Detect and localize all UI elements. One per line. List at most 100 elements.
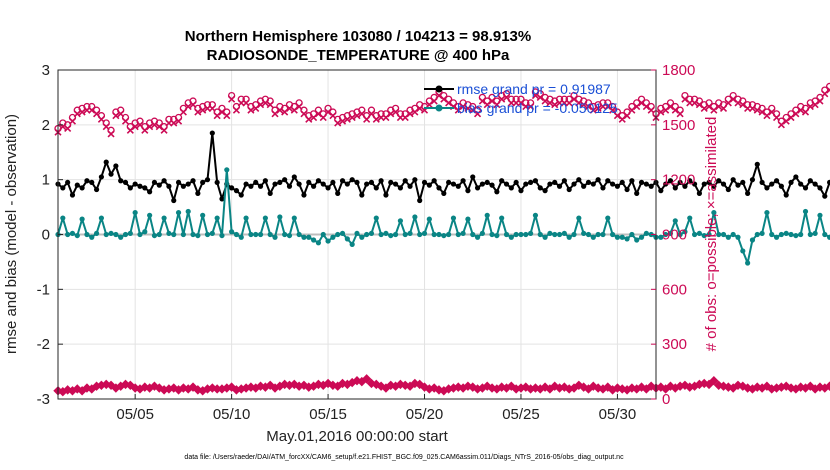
rmse-point	[65, 179, 71, 186]
assimilated-obs-marker	[247, 106, 255, 114]
assimilated-obs-marker	[782, 117, 790, 125]
assimilated-obs-marker	[657, 108, 665, 116]
bias-point	[65, 231, 71, 238]
bias-point	[643, 230, 649, 237]
rmse-point	[368, 179, 375, 186]
assimilated-obs-marker	[536, 93, 544, 101]
assimilated-obs-marker	[314, 110, 322, 118]
rmse-point	[561, 178, 567, 184]
rmse-point	[330, 179, 336, 186]
rmse-point	[89, 179, 95, 186]
bias-point	[407, 230, 413, 237]
assimilated-obs-marker	[700, 104, 708, 112]
rmse-point	[822, 193, 828, 199]
bias-point	[532, 212, 539, 218]
rmse-point	[672, 185, 678, 191]
assimilated-obs-marker	[261, 99, 269, 107]
bias-point	[60, 215, 66, 221]
bias-point	[691, 231, 698, 238]
assimilated-obs-marker	[705, 102, 713, 111]
bias-point	[778, 231, 784, 238]
obs-count-marker	[323, 378, 333, 389]
bias-point	[614, 234, 621, 240]
rmse-point	[624, 186, 630, 193]
bias-point	[180, 231, 186, 238]
y-right-tick-label: 0	[662, 391, 670, 408]
bias-point	[315, 240, 322, 246]
obs-count-markers	[53, 82, 830, 397]
assimilated-obs-marker	[271, 110, 279, 118]
bias-point	[248, 231, 254, 238]
rmse-point	[286, 183, 293, 189]
assimilated-obs-marker	[88, 106, 96, 114]
rmse-point	[595, 177, 601, 183]
assimilated-obs-marker	[801, 108, 810, 116]
y-right-tick-label: 600	[662, 281, 687, 298]
assimilated-obs-marker	[126, 126, 134, 134]
rmse-point	[634, 190, 640, 196]
bias-point	[629, 231, 635, 238]
rmse-point	[310, 183, 317, 189]
obs-count-marker	[149, 381, 160, 391]
bias-point	[571, 231, 577, 238]
bias-point	[310, 237, 317, 243]
x-tick-label: 05/30	[599, 406, 637, 423]
y-left-tick-label: -3	[37, 391, 50, 408]
bias-point	[489, 231, 495, 238]
rmse-point	[320, 181, 326, 187]
bias-point	[431, 231, 437, 238]
assimilated-obs-marker	[367, 110, 376, 118]
assimilated-obs-marker	[372, 115, 380, 123]
bias-point	[605, 215, 611, 221]
assimilated-obs-marker	[589, 106, 597, 114]
rmse-point	[195, 190, 201, 196]
bias-point	[716, 231, 722, 238]
bias-point	[171, 231, 177, 238]
bias-point	[677, 231, 683, 238]
bias-point	[503, 231, 510, 238]
bias-point	[479, 230, 485, 237]
bias-point	[528, 230, 534, 237]
rmse-point	[817, 185, 823, 191]
bias-point	[257, 231, 264, 238]
bias-point	[542, 234, 548, 240]
rmse-point	[431, 178, 437, 184]
rmse-point	[783, 192, 789, 198]
assimilated-obs-marker	[223, 112, 231, 120]
legend-rmse-marker	[435, 85, 443, 93]
bias-point	[93, 230, 100, 237]
obs-count-marker	[506, 381, 517, 391]
bias-point	[325, 238, 331, 244]
bias-point	[672, 218, 678, 224]
rmse-point	[778, 183, 784, 189]
rmse-point	[339, 178, 346, 184]
assimilated-obs-marker	[430, 97, 438, 105]
assimilated-obs-marker	[469, 106, 477, 114]
assimilated-obs-marker	[710, 106, 718, 114]
rmse-point	[590, 181, 596, 187]
rmse-point	[364, 181, 370, 187]
rmse-point	[392, 181, 399, 187]
assimilated-obs-marker	[199, 106, 207, 114]
rmse-point	[229, 185, 235, 191]
assimilated-obs-marker	[338, 117, 347, 125]
bias-point	[151, 232, 158, 239]
rmse-point	[383, 192, 389, 198]
assimilated-obs-marker	[498, 95, 506, 103]
bias-point	[301, 234, 307, 240]
rmse-point	[118, 178, 124, 184]
obs-count-marker	[299, 380, 309, 390]
bias-point	[658, 234, 664, 240]
bias-point	[108, 230, 114, 237]
assimilated-obs-marker	[440, 95, 448, 103]
bias-point	[552, 231, 558, 238]
rmse-point	[412, 177, 418, 183]
bias-point	[634, 237, 640, 243]
rmse-point	[306, 179, 312, 186]
bias-point	[455, 231, 461, 238]
assimilated-obs-marker	[768, 108, 776, 116]
rmse-point	[470, 174, 476, 180]
bias-point	[224, 167, 230, 173]
assimilated-obs-marker	[613, 112, 621, 120]
bias-point	[209, 230, 215, 237]
